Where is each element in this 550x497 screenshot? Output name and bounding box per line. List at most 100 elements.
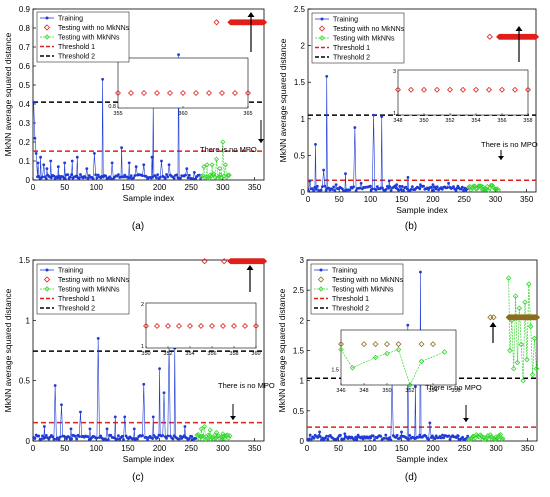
training-point — [312, 189, 316, 193]
legend: Training Testing with no MkNNs Testing wit… — [36, 263, 130, 315]
x-tick-label: 250 — [458, 444, 472, 453]
legend: Training Testing with no MkNNs Testing wit… — [311, 12, 405, 64]
mknn-point — [484, 183, 490, 190]
training-point — [447, 181, 450, 185]
training-point — [389, 438, 393, 442]
y-tick-label: 1.5 — [293, 347, 305, 356]
training-point — [63, 177, 67, 181]
mknn-point — [467, 436, 473, 442]
mknn-point — [207, 432, 213, 439]
training-point — [67, 435, 71, 439]
legend-label: Testing with no MkNNs — [58, 277, 130, 284]
mknn-point — [469, 185, 475, 191]
inset: 350 352 354 356 358 360 2 1 — [141, 302, 261, 357]
training-point — [343, 432, 347, 436]
inset-x-tick-label: 354 — [471, 118, 480, 124]
inset-no-mknn-point — [338, 341, 344, 348]
y-axis-label: MkNN average squared distance — [277, 288, 287, 412]
inset-mknn-line — [340, 349, 445, 386]
inset-no-mknn-point — [198, 322, 204, 329]
inset-mknn-point — [395, 346, 402, 353]
training-point — [447, 434, 451, 438]
training-point — [117, 434, 120, 438]
training-point — [53, 384, 57, 387]
mknn-point — [201, 423, 208, 430]
training-point — [52, 174, 56, 178]
training-point — [308, 179, 312, 183]
training-point — [372, 113, 375, 117]
training-point — [375, 185, 379, 189]
training-point — [42, 425, 46, 428]
inset-no-mknn-point — [167, 90, 173, 96]
mknn-point — [210, 436, 216, 442]
training-point — [353, 126, 357, 129]
training-point — [172, 177, 176, 180]
mknn-point — [465, 184, 472, 190]
annotation-text: There is no MPO — [425, 383, 482, 392]
y-tick-label: 2 — [300, 316, 305, 325]
x-tick-label: 150 — [121, 183, 135, 192]
legend-label: Threshold 2 — [333, 55, 370, 62]
legend-label: Threshold 1 — [332, 296, 369, 303]
training-point — [389, 189, 393, 192]
training-point — [461, 435, 465, 439]
x-tick-label: 0 — [31, 444, 36, 453]
training-point — [51, 435, 55, 438]
x-tick-label: 50 — [60, 183, 69, 192]
training-point — [402, 189, 405, 192]
training-point — [434, 434, 438, 438]
mknn-high-point — [518, 341, 525, 348]
training-point — [369, 184, 372, 188]
inset: 346 348 350 352 354 356 1.5 — [331, 329, 461, 394]
y-tick-label: 1 — [300, 377, 305, 386]
training-point — [136, 437, 139, 441]
inset-no-mknn-point — [460, 86, 466, 93]
training-point — [99, 434, 103, 438]
training-point — [44, 434, 48, 437]
training-point — [79, 173, 82, 176]
training-point — [187, 437, 191, 440]
x-tick-label: 300 — [489, 444, 503, 453]
y-axis-label: MkNN average squared distance — [3, 288, 13, 412]
training-point — [146, 438, 149, 442]
mknn-point — [195, 432, 201, 438]
training-point — [177, 53, 180, 56]
inset-no-mknn-point — [193, 90, 199, 96]
training-point — [418, 187, 422, 191]
training-point — [104, 438, 108, 441]
mknn-point — [205, 432, 211, 438]
no-mknn-point — [533, 314, 541, 321]
training-point — [406, 175, 410, 179]
training-point — [77, 435, 81, 438]
training-point — [395, 433, 399, 437]
y-tick-label: 0.7 — [19, 43, 31, 52]
inset-no-mknn-point — [361, 341, 367, 348]
training-point — [91, 177, 95, 181]
training-point — [348, 188, 352, 192]
zoom-arrow-head — [489, 322, 497, 327]
training-point — [307, 189, 311, 193]
panel-label: (d) — [405, 472, 417, 483]
x-tick-label: 350 — [521, 444, 535, 453]
training-point — [456, 434, 460, 438]
mknn-high-point — [522, 299, 528, 305]
training-point — [41, 175, 44, 179]
mknn-point — [198, 174, 204, 180]
training-point — [388, 185, 392, 189]
x-axis-label: Sample index — [396, 205, 448, 215]
x-tick-label: 50 — [335, 195, 344, 204]
legend-no-mknn-marker — [317, 276, 325, 283]
training-point — [406, 323, 410, 327]
annotation-arrow-head — [258, 139, 264, 143]
x-tick-label: 350 — [520, 195, 534, 204]
inset-no-mknn-point — [408, 86, 414, 93]
training-point — [336, 436, 340, 440]
y-tick-label: 0 — [300, 437, 305, 446]
training-point — [49, 159, 53, 163]
mknn-point — [207, 427, 213, 433]
mknn-high-point — [507, 347, 513, 354]
inset-no-mknn-point — [430, 341, 436, 348]
training-point — [155, 176, 158, 180]
mknn-point — [220, 139, 226, 145]
